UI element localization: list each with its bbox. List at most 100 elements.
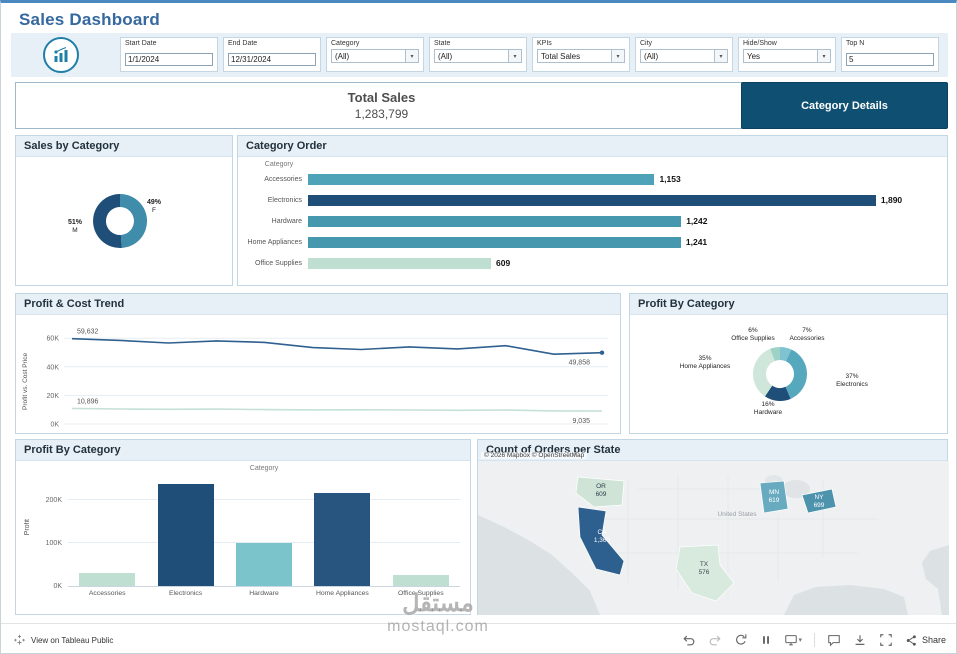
bar-electronics[interactable] (308, 195, 876, 206)
panel-orders-per-state: Count of Orders per State OR 609 CA 1,360 MN… (477, 439, 949, 615)
gridline (68, 498, 460, 500)
panel-title-sales-by-category: Sales by Category (16, 136, 232, 157)
donut-slice-hardware[interactable] (764, 385, 791, 401)
category-details-button[interactable]: Category Details (741, 82, 948, 129)
share-button[interactable]: Share (905, 634, 946, 647)
donut-slice-accessories[interactable] (780, 347, 792, 362)
bar-track: 1,890 (308, 195, 939, 206)
fullscreen-icon[interactable] (879, 633, 893, 647)
panel-title-profit-cost-trend: Profit & Cost Trend (16, 294, 620, 315)
bar-y-axis-title: Profit (24, 519, 31, 536)
state-label-ca: CA 1,360 (593, 529, 611, 544)
panel-title-profit-bar: Profit By Category (16, 440, 470, 461)
kpis-select[interactable]: Total Sales ▾ (537, 49, 625, 63)
trend-line-profit[interactable] (71, 337, 603, 356)
bar-office-supplies[interactable] (308, 258, 491, 269)
dashboard-logo-icon (43, 37, 79, 73)
bar-electronics[interactable] (157, 484, 214, 586)
filter-state: State (All) ▾ (429, 37, 527, 72)
tableau-logo-icon[interactable] (13, 634, 26, 647)
replay-icon[interactable] (734, 633, 748, 647)
chevron-down-icon: ▾ (611, 50, 624, 62)
state-mn[interactable] (759, 480, 789, 514)
panel-profit-cost-trend: Profit & Cost Trend Profit vs. Cost Pric… (15, 293, 621, 434)
bar-hardware[interactable] (308, 216, 682, 227)
donut-label-accessories: 7% Accessories (789, 327, 825, 342)
footer-toolbar: View on Tableau Public (1, 623, 956, 653)
top-n-input[interactable] (846, 53, 934, 66)
x-axis-label: Electronics (168, 590, 203, 597)
trend-line-cost-price[interactable] (71, 407, 603, 412)
redo-icon[interactable] (708, 633, 722, 647)
download-icon[interactable] (853, 633, 867, 647)
panel-sales-by-category: Sales by Category 49% F 51% M (15, 135, 233, 286)
bar-value-label: 1,241 (685, 237, 708, 247)
state-select[interactable]: (All) ▾ (434, 49, 522, 63)
filter-label: Start Date (125, 40, 157, 47)
bar-accessories[interactable] (79, 573, 136, 586)
state-label-or: OR 609 (595, 483, 607, 498)
filter-end-date: End Date (223, 37, 321, 72)
donut-label-home-appliances: 35% Home Appliances (679, 355, 731, 370)
city-select[interactable]: (All) ▾ (640, 49, 728, 63)
panel-title-category-order: Category Order (238, 136, 947, 157)
display-mode-selector[interactable]: ▾ (784, 633, 802, 647)
start-date-input[interactable] (125, 53, 213, 66)
bar-value-label: 1,153 (659, 174, 681, 184)
state-label-ny: NY 699 (813, 494, 825, 509)
bar-value-label: 1,890 (880, 195, 903, 205)
category-label: Hardware (271, 218, 302, 225)
x-axis-label: Accessories (88, 590, 126, 597)
pause-icon[interactable] (760, 634, 772, 646)
svg-text:0K: 0K (50, 422, 59, 429)
donut-slice-home-appliances[interactable] (753, 348, 775, 397)
svg-text:10,896: 10,896 (77, 398, 99, 405)
category-label: Electronics (267, 197, 302, 204)
state-ca[interactable] (577, 506, 625, 576)
country-label: United States (717, 511, 757, 518)
category-order-row: Electronics 1,890 (246, 190, 939, 211)
bar-x-axis-title: Category (249, 465, 279, 472)
state-tx[interactable] (675, 544, 735, 602)
donut-label-m: 51% M (68, 219, 83, 234)
selected-value: (All) (335, 51, 350, 61)
filter-label: End Date (228, 40, 258, 47)
panel-title-profit-donut: Profit By Category (630, 294, 947, 315)
profit-donut-chart-area: 7% Accessories 37% Electronics 16% Hardware 35… (630, 315, 947, 439)
end-date-input[interactable] (228, 53, 316, 66)
bar-office-supplies[interactable] (392, 575, 449, 586)
selected-value: Yes (747, 51, 761, 61)
donut-slice-office-supplies[interactable] (770, 347, 780, 361)
bar-home-appliances[interactable] (314, 493, 371, 586)
category-select[interactable]: (All) ▾ (331, 49, 419, 63)
category-order-chart-area: Category Accessories 1,153 Electronics 1,89… (238, 161, 947, 274)
category-order-row: Home Appliances 1,241 (246, 232, 939, 253)
panel-profit-by-category-bar: Profit By Category Category Profit 0K 100… (15, 439, 471, 615)
filter-label: State (434, 40, 451, 47)
bar-accessories[interactable] (308, 174, 655, 185)
donut-slice-electronics[interactable] (785, 349, 807, 399)
bar-home-appliances[interactable] (308, 237, 681, 248)
donut-slice-m[interactable] (93, 194, 122, 248)
category-order-rows: Accessories 1,153 Electronics 1,890 Hardware… (238, 168, 947, 274)
category-order-row: Office Supplies 609 (246, 253, 939, 274)
svg-text:40K: 40K (47, 364, 60, 371)
sales-by-category-chart-area: 49% F 51% M (16, 157, 232, 290)
bar-track: 1,153 (308, 174, 939, 185)
share-icon (906, 634, 916, 646)
hide-show-select[interactable]: Yes ▾ (743, 49, 831, 63)
state-or[interactable] (575, 476, 625, 508)
comment-icon[interactable] (827, 633, 841, 647)
filter-start-date: Start Date (120, 37, 218, 72)
undo-icon[interactable] (682, 633, 696, 647)
us-map (478, 461, 949, 615)
state-label-mn: MN 619 (768, 489, 780, 504)
state-ny[interactable] (801, 488, 837, 514)
view-on-tableau-public-link[interactable]: View on Tableau Public (31, 635, 114, 645)
donut-label-f: 49% F (147, 199, 162, 214)
filter-hide-show: Hide/Show Yes ▾ (738, 37, 836, 72)
donut-slice-f[interactable] (120, 193, 148, 248)
category-label: Home Appliances (247, 239, 302, 246)
bar-hardware[interactable] (236, 542, 292, 586)
